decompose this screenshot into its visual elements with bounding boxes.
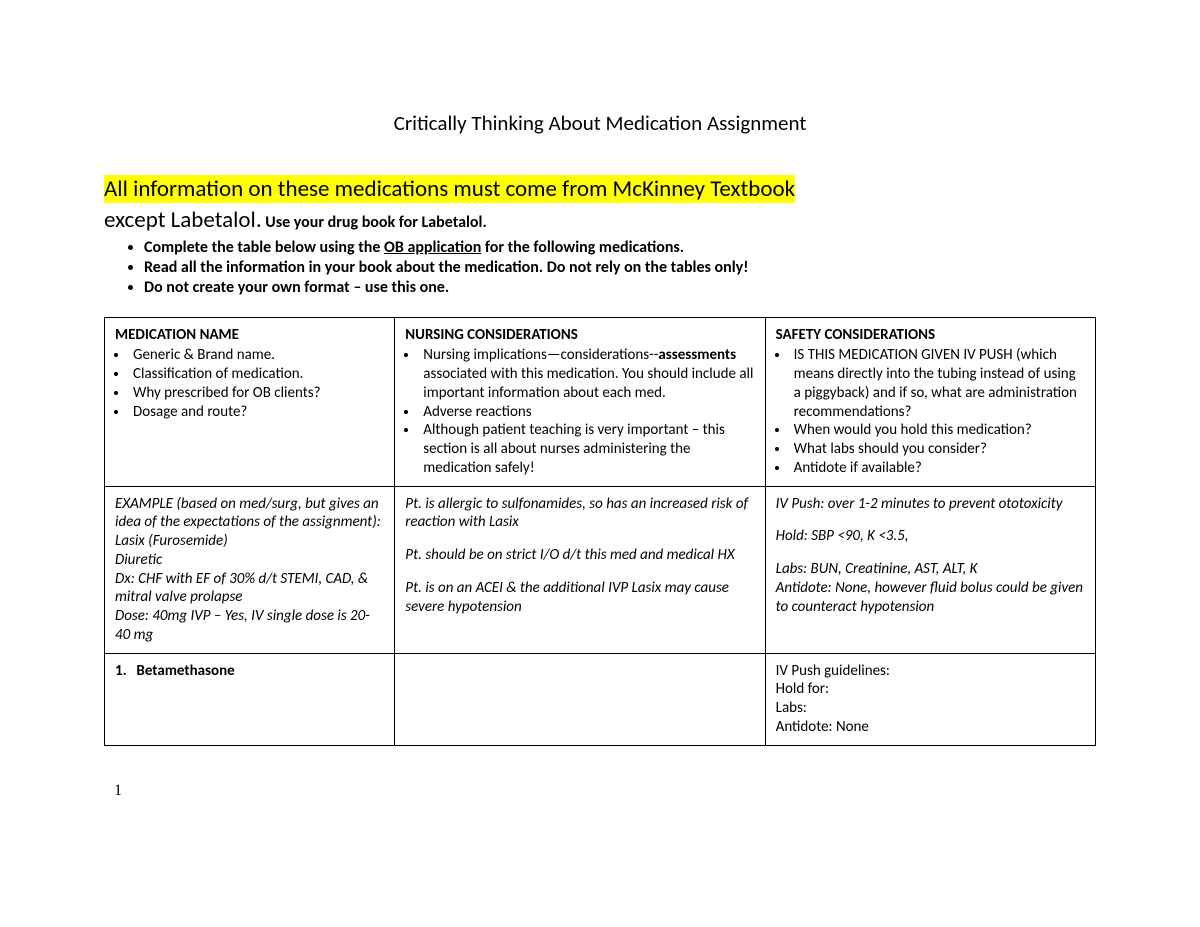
ex-c2-p1: Pt. is allergic to sulfonamides, so has … [405, 495, 754, 533]
row3-med-name: Betamethasone [136, 662, 234, 680]
ex-c1-l3: Diuretic [115, 551, 384, 570]
highlighted-instruction: All information on these medications mus… [104, 176, 1096, 204]
col3-b3: What labs should you consider? [790, 440, 1085, 459]
page-number: 1 [114, 782, 1096, 800]
ex-c3-p1: IV Push: over 1-2 minutes to prevent oto… [776, 495, 1085, 514]
header-cell-medication-name: MEDICATION NAME Generic & Brand name. Cl… [105, 317, 395, 486]
col1-b4: Dosage and route? [129, 403, 384, 422]
example-col1: EXAMPLE (based on med/surg, but gives an… [105, 486, 395, 653]
header-cell-safety: SAFETY CONSIDERATIONS IS THIS MEDICATION… [765, 317, 1095, 486]
col3-bullets: IS THIS MEDICATION GIVEN IV PUSH (which … [790, 346, 1085, 477]
row3-col1: 1. Betamethasone [105, 653, 395, 745]
col2-b1-bold: assessments [658, 346, 736, 364]
header-cell-nursing: NURSING CONSIDERATIONS Nursing implicati… [395, 317, 765, 486]
col1-b3: Why prescribed for OB clients? [129, 384, 384, 403]
instruction-bullets: Complete the table below using the OB ap… [144, 238, 1096, 297]
row3-col3: IV Push guidelines: Hold for: Labs: Anti… [765, 653, 1095, 745]
row3-c3-l1: IV Push guidelines: [776, 662, 1085, 681]
ex-c1-l5: Dose: 40mg IVP – Yes, IV single dose is … [115, 607, 384, 645]
col2-b1-pre: Nursing implications—considerations-- [423, 346, 658, 364]
col1-bullets: Generic & Brand name. Classification of … [129, 346, 384, 421]
ex-c2-p2: Pt. should be on strict I/O d/t this med… [405, 546, 754, 565]
ex-c1-l4: Dx: CHF with EF of 30% d/t STEMI, CAD, &… [115, 570, 384, 608]
col2-b1-post: associated with this medication. You sho… [423, 365, 753, 402]
col1-b2: Classification of medication. [129, 365, 384, 384]
page-title: Critically Thinking About Medication Ass… [104, 110, 1096, 136]
b1-post: for the following medications. [481, 238, 684, 257]
row3-c3-l3: Labs: [776, 699, 1085, 718]
row3-c3-l4: Antidote: None [776, 718, 1085, 737]
medication-table: MEDICATION NAME Generic & Brand name. Cl… [104, 317, 1096, 746]
ex-c1-l2: Lasix (Furosemide) [115, 532, 384, 551]
example-col2: Pt. is allergic to sulfonamides, so has … [395, 486, 765, 653]
col3-title: SAFETY CONSIDERATIONS [776, 326, 1085, 345]
b1-pre: Complete the table below using the [144, 238, 384, 257]
col2-bullets: Nursing implications—considerations--ass… [419, 346, 754, 477]
table-row-betamethasone: 1. Betamethasone IV Push guidelines: Hol… [105, 653, 1096, 745]
instruction-bullet-1: Complete the table below using the OB ap… [144, 238, 1096, 257]
example-col3: IV Push: over 1-2 minutes to prevent oto… [765, 486, 1095, 653]
instruction-bullet-2: Read all the information in your book ab… [144, 258, 1096, 277]
col1-b1: Generic & Brand name. [129, 346, 384, 365]
col2-b1: Nursing implications—considerations--ass… [419, 346, 754, 402]
except-prefix: except Labetalol. [104, 206, 262, 234]
highlight-text: All information on these medications mus… [104, 175, 795, 203]
b1-underline: OB application [384, 238, 481, 257]
ex-c3-p3: Labs: BUN, Creatinine, AST, ALT, K [776, 560, 1085, 579]
col3-b1: IS THIS MEDICATION GIVEN IV PUSH (which … [790, 346, 1085, 421]
col3-b2: When would you hold this medication? [790, 421, 1085, 440]
table-example-row: EXAMPLE (based on med/surg, but gives an… [105, 486, 1096, 653]
row3-c3-l2: Hold for: [776, 680, 1085, 699]
col3-b4: Antidote if available? [790, 459, 1085, 478]
except-line: except Labetalol. Use your drug book for… [104, 206, 1096, 234]
instruction-bullet-3: Do not create your own format – use this… [144, 278, 1096, 297]
ex-c3-p2: Hold: SBP <90, K <3.5, [776, 527, 1085, 546]
table-header-row: MEDICATION NAME Generic & Brand name. Cl… [105, 317, 1096, 486]
col2-b2: Adverse reactions [419, 403, 754, 422]
document-page: Critically Thinking About Medication Ass… [0, 0, 1200, 800]
except-note: Use your drug book for Labetalol. [262, 213, 487, 232]
col1-title: MEDICATION NAME [115, 326, 384, 345]
ex-c1-l1: EXAMPLE (based on med/surg, but gives an… [115, 495, 384, 533]
row3-number: 1. [115, 662, 133, 681]
col2-b3: Although patient teaching is very import… [419, 421, 754, 477]
row3-col2 [395, 653, 765, 745]
ex-c2-p3: Pt. is on an ACEI & the additional IVP L… [405, 579, 754, 617]
ex-c3-p4: Antidote: None, however fluid bolus coul… [776, 579, 1085, 617]
col2-title: NURSING CONSIDERATIONS [405, 326, 754, 345]
